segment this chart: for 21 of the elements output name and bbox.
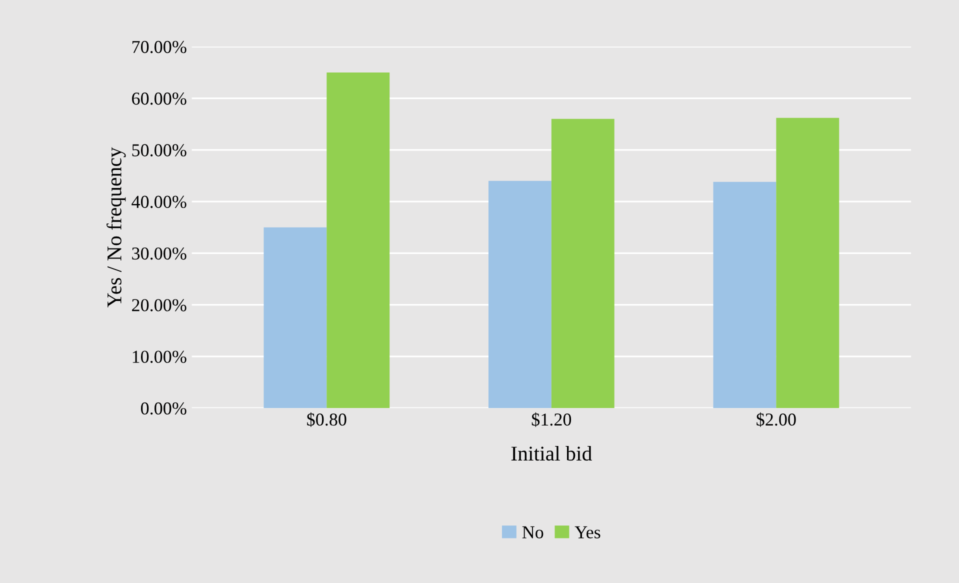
x-axis-title: Initial bid xyxy=(511,446,592,461)
bar xyxy=(326,72,390,408)
bar xyxy=(264,227,327,408)
y-tick-label: 50.00% xyxy=(132,144,186,156)
x-tick-label: $0.80 xyxy=(307,412,346,427)
legend-label: No xyxy=(522,526,544,538)
y-tick-label: 60.00% xyxy=(132,92,186,105)
x-tick-label: $2.00 xyxy=(756,412,796,427)
bar xyxy=(488,180,552,408)
y-tick-label: 30.00% xyxy=(132,247,186,260)
x-tick-label: $1.20 xyxy=(532,412,572,427)
legend-label: Yes xyxy=(574,526,600,538)
y-tick-label: 40.00% xyxy=(132,196,186,208)
y-tick-label: 20.00% xyxy=(132,299,186,312)
bar xyxy=(551,118,614,408)
y-tick-label: 0.00% xyxy=(140,402,186,415)
bar xyxy=(713,182,776,408)
y-axis-title: Yes / No frequency xyxy=(106,147,126,308)
y-tick-label: 10.00% xyxy=(132,350,186,363)
y-tick-label: 70.00% xyxy=(132,40,186,54)
bar xyxy=(776,118,840,408)
